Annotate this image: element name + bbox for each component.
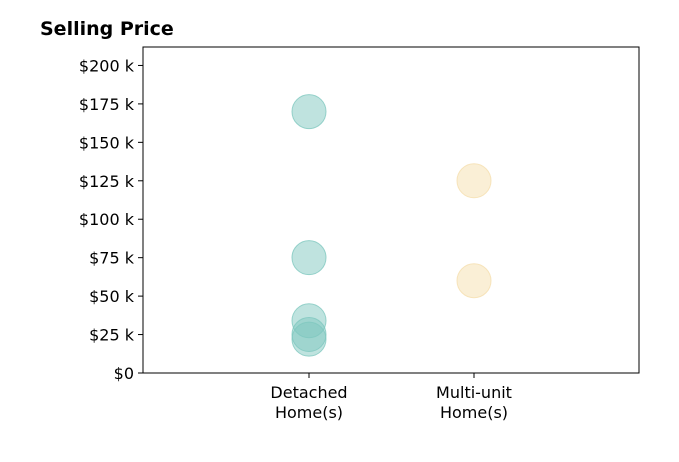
y-tick-label: $50 k bbox=[89, 287, 135, 306]
y-tick-label: $150 k bbox=[79, 133, 135, 152]
data-points bbox=[291, 94, 492, 357]
plot-area bbox=[142, 46, 640, 374]
y-axis: $0 $25 k $50 k $75 k $100 k $125 k $150 k $175 … bbox=[79, 56, 143, 383]
x-axis: Detached Home(s) Multi-unit Home(s) bbox=[270, 373, 512, 422]
y-tick-label: $75 k bbox=[89, 249, 135, 268]
scatter-point bbox=[291, 321, 327, 357]
y-tick-label: $125 k bbox=[79, 172, 135, 191]
y-tick-label: $25 k bbox=[89, 326, 135, 345]
scatter-point bbox=[456, 263, 492, 299]
scatter-point bbox=[291, 94, 327, 130]
y-tick-label: $0 bbox=[114, 364, 134, 383]
y-tick-label: $200 k bbox=[79, 56, 135, 75]
y-tick-label: $100 k bbox=[79, 210, 135, 229]
scatter-point bbox=[291, 240, 327, 276]
x-tick-label: Detached Home(s) bbox=[270, 383, 347, 422]
x-tick-label: Multi-unit Home(s) bbox=[436, 383, 512, 422]
y-tick-label: $175 k bbox=[79, 95, 135, 114]
chart-title: Selling Price bbox=[40, 18, 174, 40]
scatter-point bbox=[456, 163, 492, 199]
